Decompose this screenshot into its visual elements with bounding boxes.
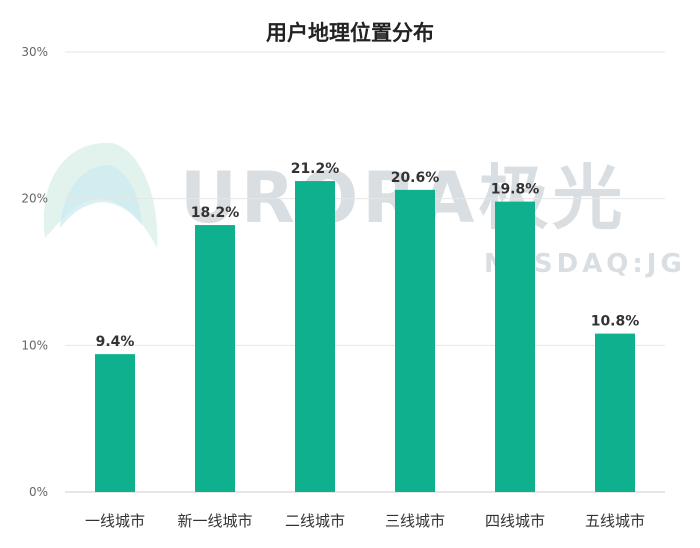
- y-tick-label: 10%: [21, 338, 48, 352]
- bar: [495, 201, 535, 492]
- bar: [295, 181, 335, 493]
- aurora-logo-mark-inner: [60, 165, 142, 228]
- watermark: URORA极光 NASDAQ:JG: [43, 142, 682, 279]
- x-axis: 一线城市 新一线城市 二线城市 三线城市 四线城市 五线城市: [85, 512, 645, 530]
- y-tick-label: 20%: [21, 192, 48, 206]
- y-tick-label: 30%: [21, 45, 48, 59]
- chart-title: 用户地理位置分布: [266, 21, 434, 45]
- x-tick-label: 一线城市: [85, 512, 145, 530]
- x-tick-label: 二线城市: [285, 512, 345, 530]
- gridlines: [65, 51, 665, 493]
- data-label: 9.4%: [96, 334, 135, 350]
- data-label: 10.8%: [591, 314, 640, 330]
- x-tick-label: 四线城市: [485, 512, 545, 530]
- x-tick-label: 五线城市: [585, 512, 645, 530]
- data-labels: 9.4% 18.2% 21.2% 20.6% 19.8% 10.8%: [96, 161, 640, 350]
- data-label: 21.2%: [291, 161, 340, 177]
- bars: [95, 181, 635, 493]
- x-tick-label: 三线城市: [385, 512, 445, 530]
- bar: [95, 354, 135, 492]
- data-label: 20.6%: [391, 170, 440, 186]
- x-tick-label: 新一线城市: [177, 512, 252, 530]
- bar: [595, 333, 635, 492]
- y-tick-label: 0%: [29, 485, 48, 499]
- data-label: 19.8%: [491, 182, 540, 198]
- bar: [195, 225, 235, 493]
- bar: [395, 189, 435, 492]
- data-label: 18.2%: [191, 205, 240, 221]
- y-axis: 0% 10% 20% 30%: [21, 45, 48, 499]
